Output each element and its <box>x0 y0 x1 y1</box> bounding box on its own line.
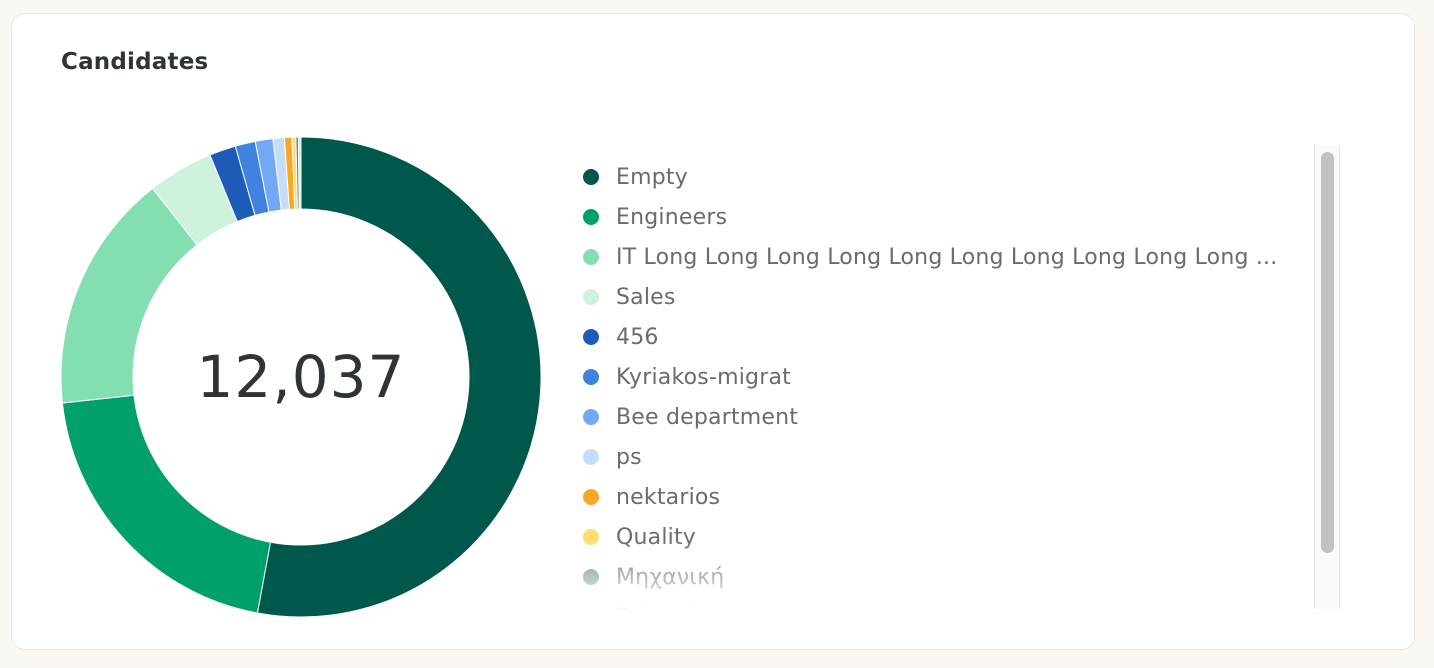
legend-dot-icon <box>583 289 599 305</box>
legend-dot-icon <box>583 209 599 225</box>
legend-label: ps <box>616 444 642 470</box>
candidates-card: Candidates 12,037 Empty Engineers IT Long … <box>11 13 1415 650</box>
legend-label: Empty <box>616 164 688 190</box>
legend-list: Empty Engineers IT Long Long Long Long Lon… <box>582 157 1312 609</box>
legend-dot-icon <box>583 169 599 185</box>
legend-item[interactable]: 456 <box>582 317 1312 357</box>
legend-scrollbar[interactable] <box>1314 145 1340 609</box>
legend-dot-icon <box>583 329 599 345</box>
legend-item[interactable]: Μηχανική <box>582 557 1312 597</box>
legend-label: Eduardo <box>616 605 709 610</box>
legend-item[interactable]: Eduardo <box>582 597 1312 610</box>
donut-chart: 12,037 <box>61 137 541 617</box>
legend-item[interactable]: Empty <box>582 157 1312 197</box>
card-title: Candidates <box>61 49 209 75</box>
legend-label: Bee department <box>616 404 799 430</box>
legend-label: Engineers <box>616 204 728 230</box>
legend-dot-icon <box>583 489 599 505</box>
legend-dot-icon <box>583 449 599 465</box>
legend-item[interactable]: Quality <box>582 517 1312 557</box>
legend-label: Μηχανική <box>616 564 725 590</box>
legend-label: Kyriakos-migrat <box>616 364 791 390</box>
legend-item[interactable]: Bee department <box>582 397 1312 437</box>
legend-item[interactable]: nektarios <box>582 477 1312 517</box>
legend-dot-icon <box>583 409 599 425</box>
legend-item[interactable]: Sales <box>582 277 1312 317</box>
donut-slice-0[interactable] <box>256 137 541 617</box>
scrollbar-thumb[interactable] <box>1321 152 1334 553</box>
legend-item[interactable]: Kyriakos-migrat <box>582 357 1312 397</box>
legend-label: IT Long Long Long Long Long Long Long Lo… <box>616 244 1278 270</box>
legend-label: 456 <box>616 324 659 350</box>
donut-slice-11[interactable] <box>297 137 302 210</box>
legend-dot-icon <box>583 529 599 545</box>
legend-label: Quality <box>616 524 697 550</box>
legend: Empty Engineers IT Long Long Long Long Lon… <box>582 145 1312 609</box>
legend-label: nektarios <box>616 484 721 510</box>
legend-label: Sales <box>616 284 676 310</box>
donut-svg <box>61 137 541 617</box>
legend-dot-icon <box>583 369 599 385</box>
legend-dot-icon <box>583 249 599 265</box>
legend-item[interactable]: IT Long Long Long Long Long Long Long Lo… <box>582 237 1312 277</box>
legend-item[interactable]: ps <box>582 437 1312 477</box>
donut-total: 12,037 <box>196 343 406 411</box>
legend-item[interactable]: Engineers <box>582 197 1312 237</box>
legend-dot-icon <box>583 569 599 585</box>
